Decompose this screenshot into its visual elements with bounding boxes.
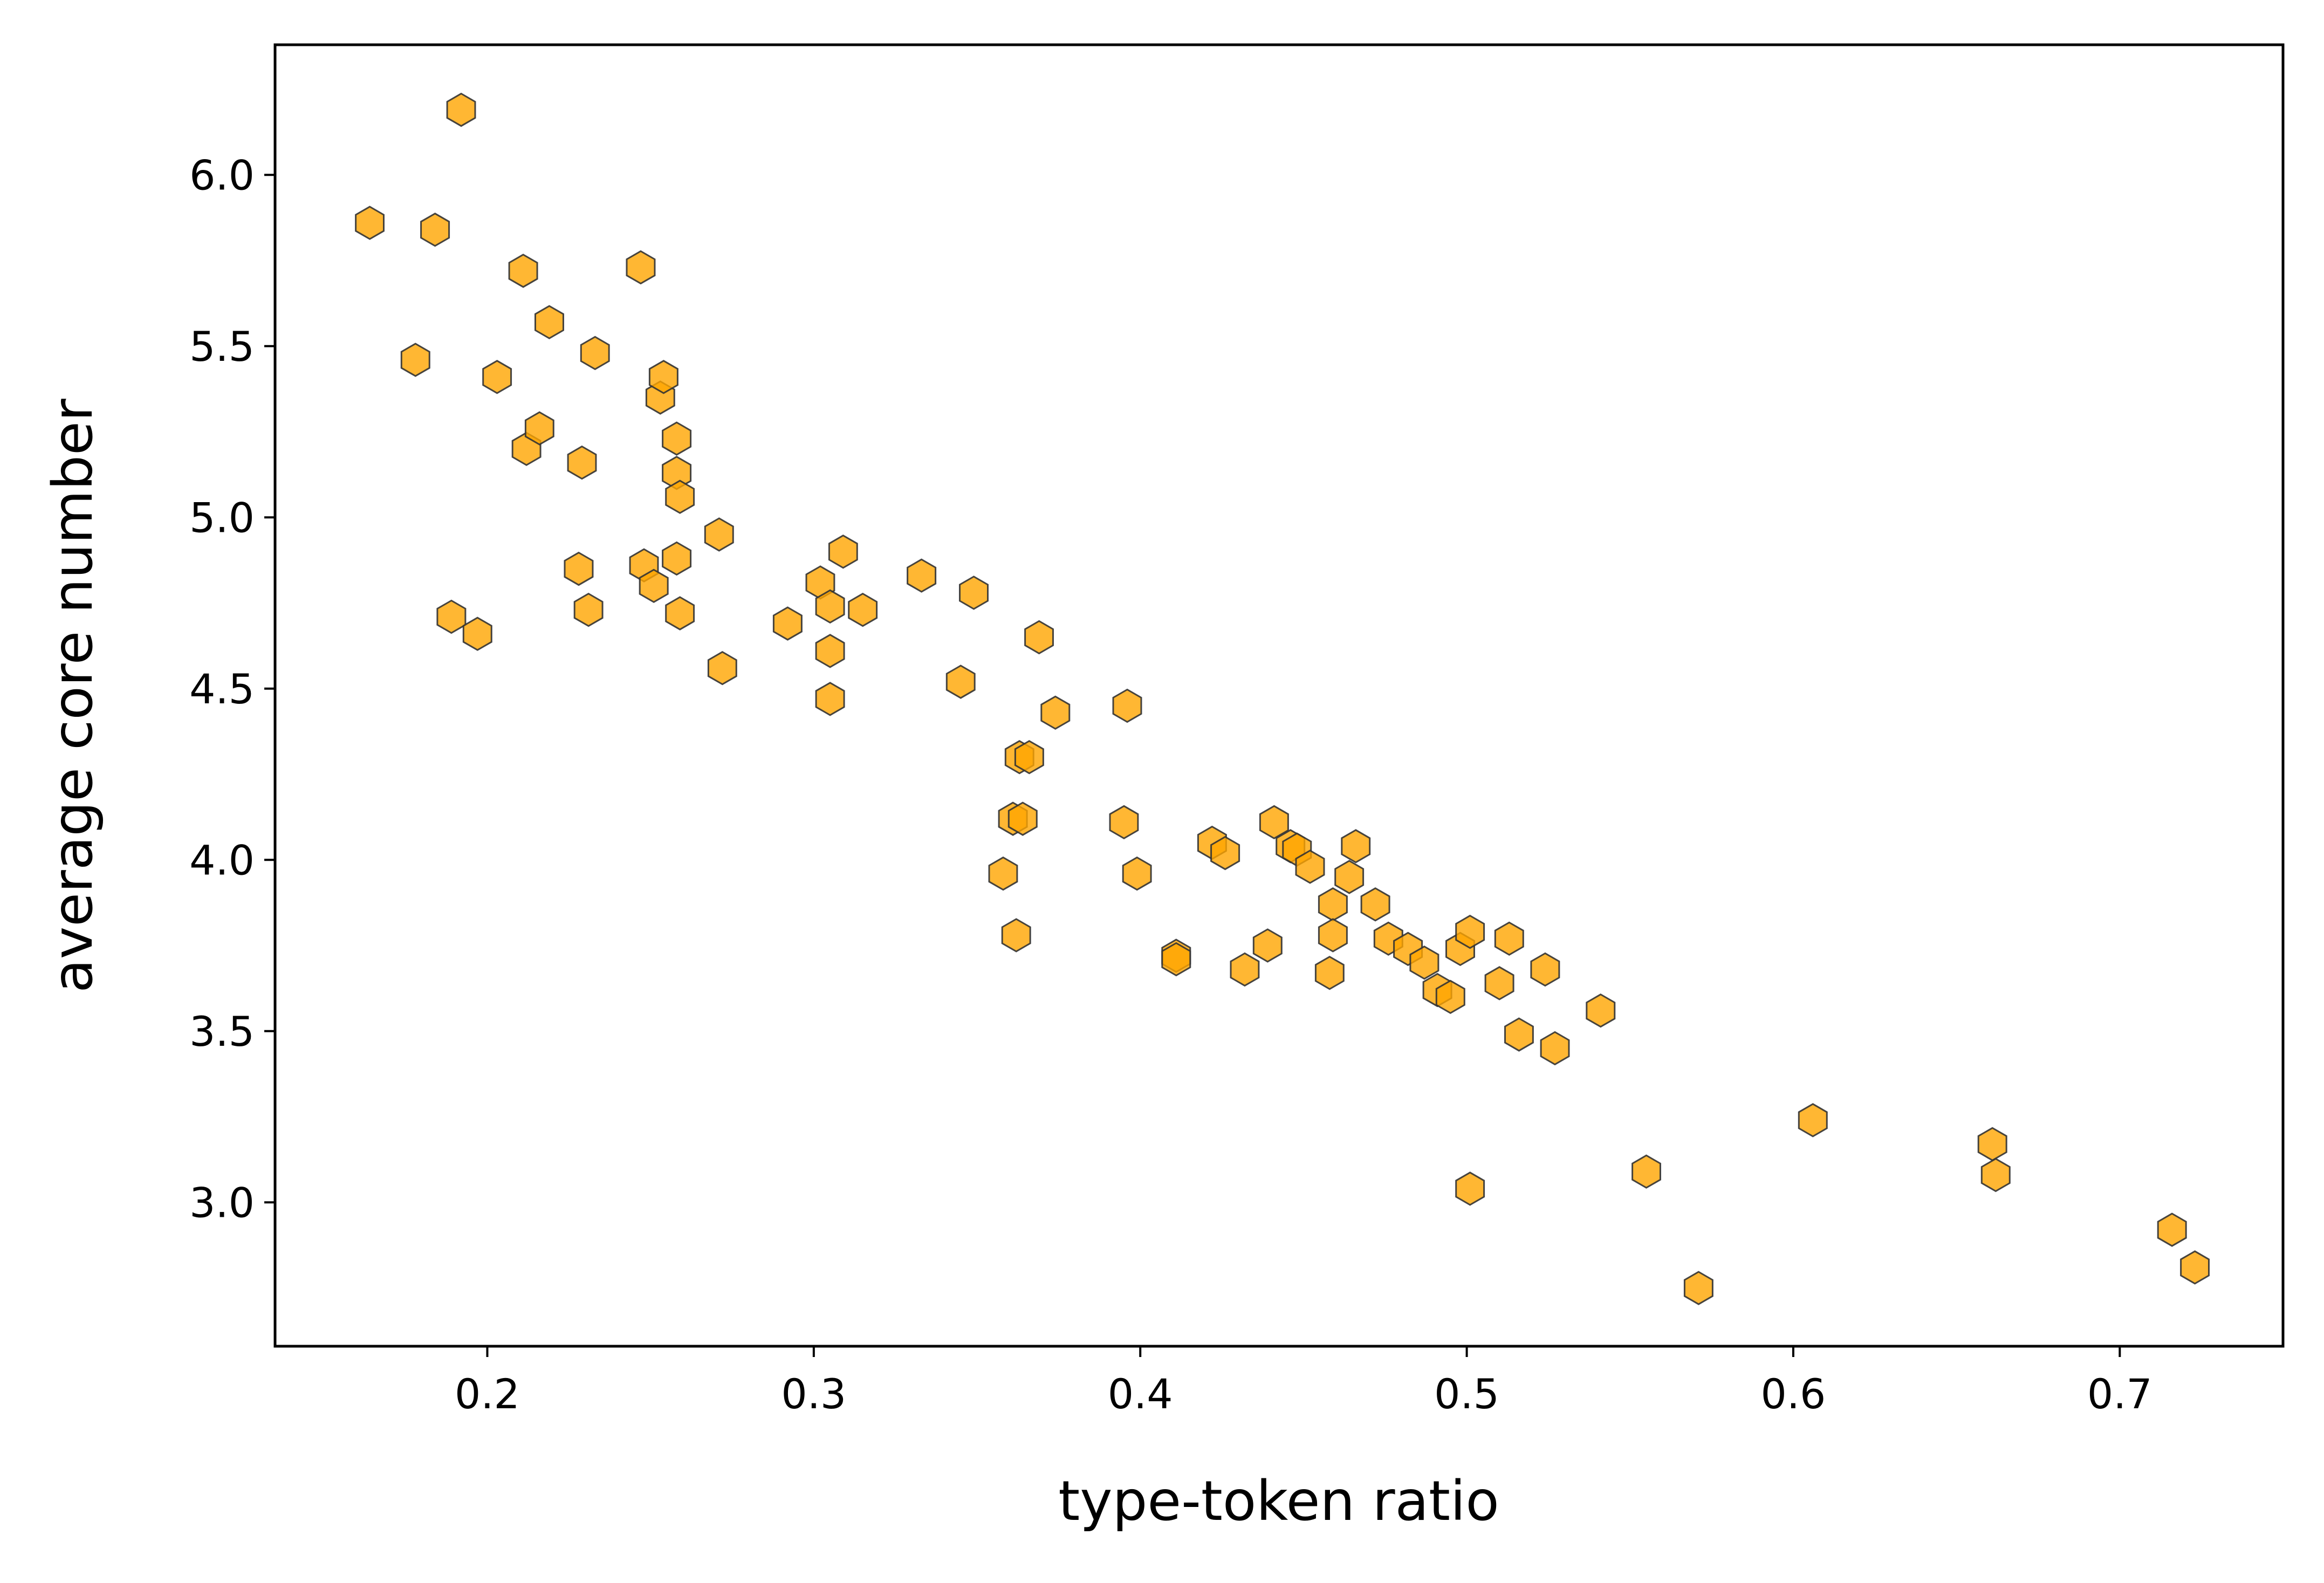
data-point: [1494, 921, 1524, 956]
data-point: [1230, 952, 1260, 987]
x-tick-label: 0.7: [2087, 1370, 2152, 1418]
data-point: [436, 599, 467, 634]
data-point: [665, 596, 695, 631]
data-point: [534, 305, 564, 340]
data-point: [1977, 1127, 2007, 1162]
data-point: [1210, 835, 1240, 871]
data-point: [1540, 1031, 1570, 1066]
x-tick-label: 0.2: [455, 1370, 520, 1418]
data-point: [580, 335, 610, 371]
data-point: [704, 517, 734, 552]
data-point: [959, 575, 989, 610]
data-point: [707, 650, 737, 686]
data-point: [1334, 860, 1365, 894]
x-tick-label: 0.3: [781, 1370, 846, 1418]
data-point: [1360, 887, 1390, 922]
y-tick-label: 3.0: [189, 1178, 255, 1226]
data-point: [988, 856, 1018, 891]
data-point: [1631, 1154, 1661, 1189]
data-point: [1530, 952, 1560, 987]
y-tick-label: 4.0: [189, 836, 255, 884]
data-point: [1683, 1271, 1713, 1305]
data-point: [400, 342, 430, 377]
x-tick-label: 0.6: [1761, 1370, 1826, 1418]
y-tick-label: 6.0: [189, 151, 255, 199]
y-tick-label: 3.5: [189, 1008, 255, 1056]
points-layer: [355, 92, 2210, 1305]
data-point: [1014, 740, 1044, 775]
y-tick-label: 5.5: [189, 323, 255, 371]
data-point: [662, 421, 692, 456]
data-point: [1435, 979, 1465, 1015]
data-point: [524, 411, 554, 446]
data-point: [1504, 1017, 1534, 1052]
data-point: [1318, 887, 1348, 922]
data-point: [1318, 918, 1348, 952]
data-point: [626, 250, 656, 285]
data-point: [1314, 956, 1345, 990]
data-point: [848, 592, 878, 627]
data-point: [1001, 918, 1031, 952]
data-point: [907, 558, 937, 593]
y-tick-label: 5.0: [189, 494, 255, 542]
y-axis-label: average core number: [41, 399, 105, 992]
y-axis-ticks: 3.0 3.5 4.0 4.5 5.0 5.5 6.0: [189, 151, 275, 1226]
data-point: [828, 534, 858, 569]
data-point: [648, 360, 678, 394]
data-point: [1341, 829, 1371, 864]
data-point: [1980, 1157, 2011, 1193]
data-point: [462, 616, 492, 651]
data-point: [1024, 620, 1054, 655]
data-point: [564, 551, 594, 586]
x-tick-label: 0.5: [1434, 1370, 1499, 1418]
data-point: [639, 568, 669, 604]
data-point: [1295, 849, 1325, 884]
data-point: [665, 479, 695, 514]
data-point: [355, 205, 385, 240]
data-point: [945, 664, 976, 699]
data-point: [1409, 945, 1439, 980]
data-point: [815, 634, 845, 668]
data-point: [1161, 942, 1191, 977]
data-point: [1007, 801, 1038, 836]
data-point: [508, 253, 538, 288]
data-point: [1252, 928, 1283, 963]
data-point: [1586, 993, 1616, 1028]
x-axis-label: type-token ratio: [1058, 1469, 1499, 1533]
data-point: [772, 606, 803, 641]
data-point: [1112, 688, 1142, 723]
data-point: [2157, 1212, 2187, 1247]
data-point: [1040, 695, 1071, 730]
data-point: [446, 92, 476, 127]
data-point: [1122, 856, 1152, 891]
data-point: [567, 445, 597, 480]
x-tick-label: 0.4: [1108, 1370, 1173, 1418]
data-point: [482, 360, 512, 394]
data-point: [815, 589, 845, 624]
data-point: [1484, 966, 1514, 1000]
data-point: [2180, 1250, 2210, 1285]
data-point: [420, 213, 450, 247]
x-axis-ticks: 0.2 0.3 0.4 0.5 0.6 0.7: [455, 1346, 2152, 1418]
data-point: [1259, 805, 1289, 840]
data-point: [1109, 805, 1139, 840]
plot-frame: [273, 43, 2285, 1348]
data-point: [573, 592, 604, 627]
data-point: [662, 541, 692, 576]
data-point: [1798, 1103, 1828, 1137]
data-point: [1455, 1171, 1485, 1206]
data-point: [1455, 914, 1485, 949]
y-tick-label: 4.5: [189, 665, 255, 713]
data-point: [815, 682, 845, 716]
